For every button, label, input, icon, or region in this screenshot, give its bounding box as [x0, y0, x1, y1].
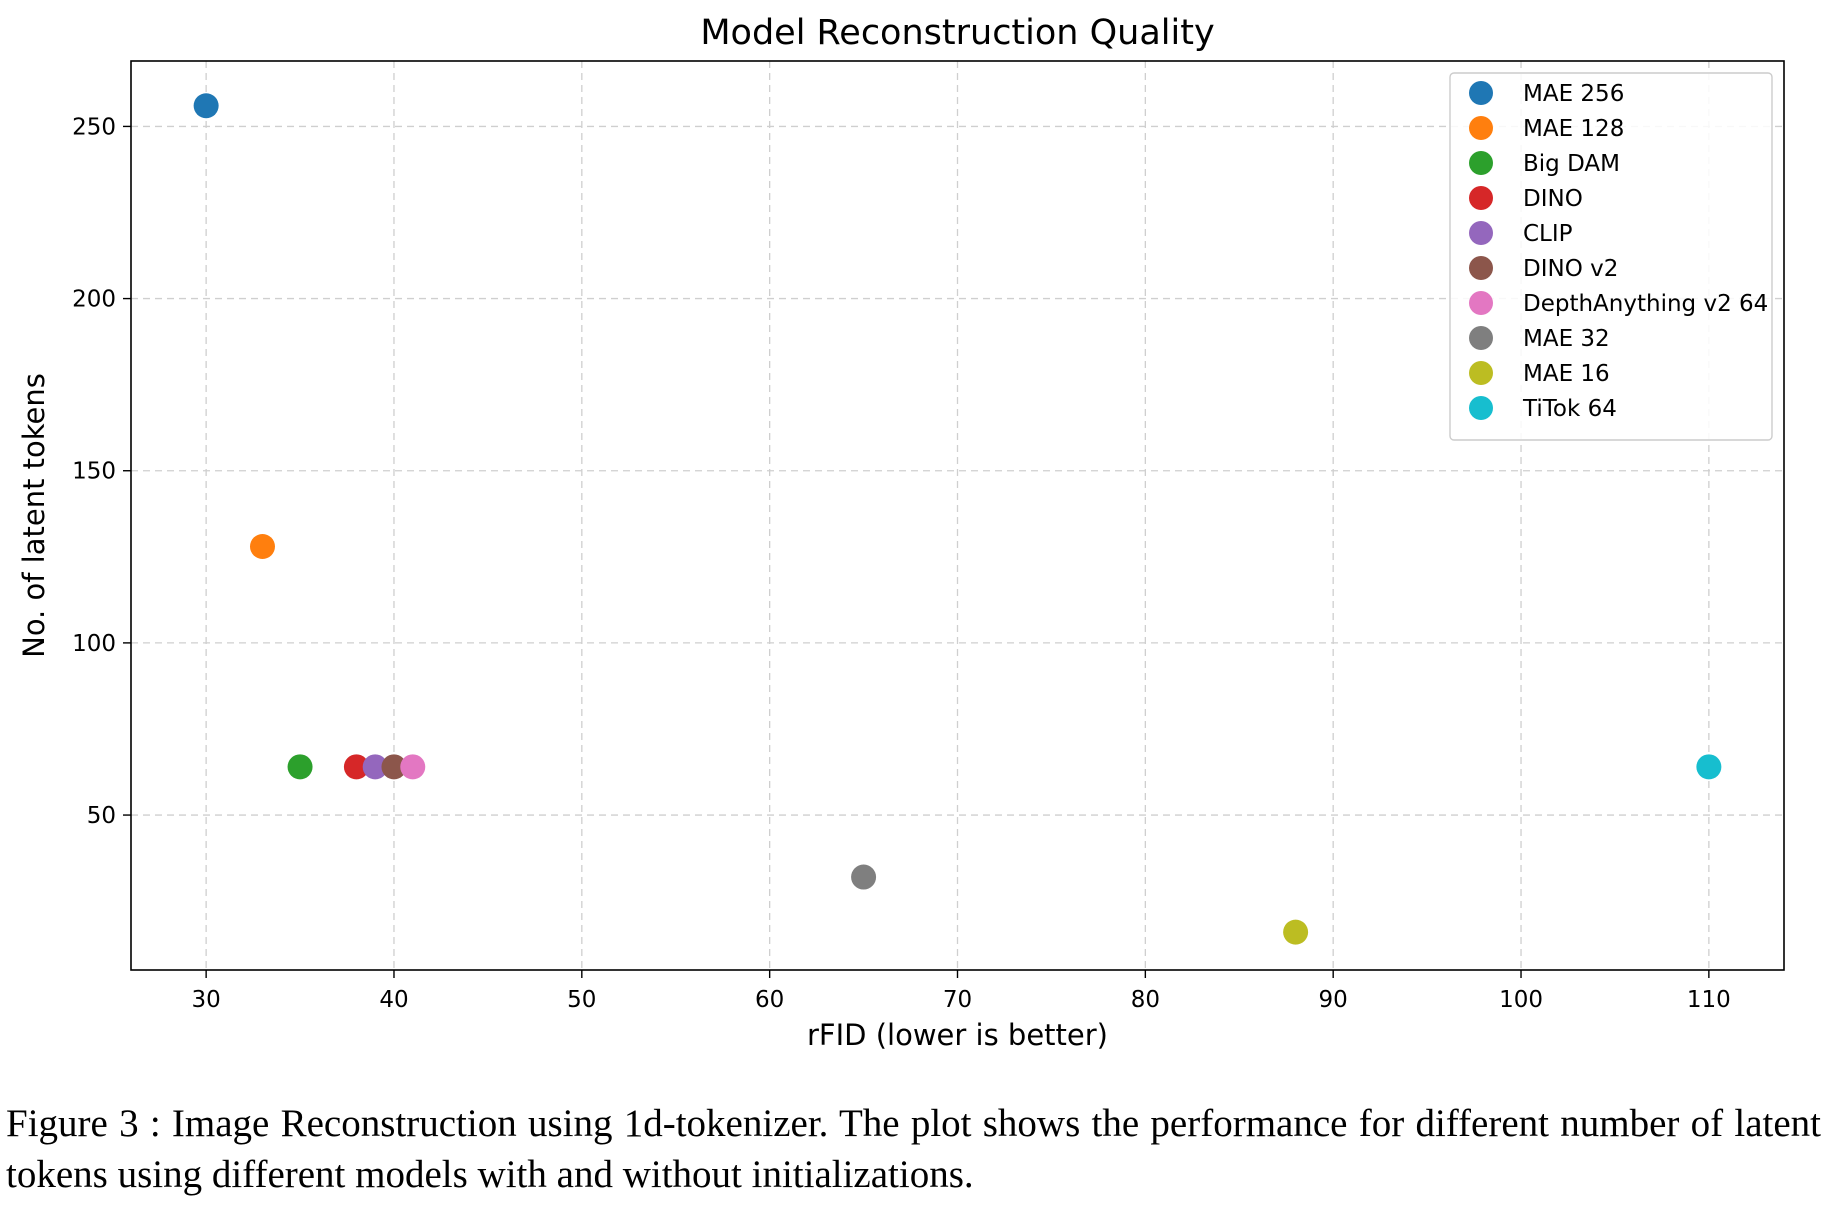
legend-marker — [1469, 291, 1493, 315]
grid — [131, 61, 1784, 970]
x-axis-label: rFID (lower is better) — [807, 1018, 1108, 1052]
y-tick-label: 250 — [72, 114, 116, 140]
legend-marker — [1469, 221, 1493, 245]
legend: MAE 256 MAE 128 Big DAM DINO CLIP DINO v2 Dept… — [1449, 72, 1773, 441]
x-tick-label: 100 — [1499, 987, 1543, 1013]
data-point — [1696, 754, 1722, 780]
legend-label: Big DAM — [1523, 151, 1620, 177]
data-points — [193, 93, 1722, 945]
x-tick-label: 50 — [567, 987, 596, 1013]
data-point — [193, 93, 219, 119]
plot-frame — [130, 60, 1785, 971]
data-point — [381, 754, 407, 780]
legend-marker — [1469, 116, 1493, 140]
axis-ticks: 30 40 50 60 70 80 90 100 110 50 100 150 200 250 — [72, 114, 1731, 1013]
legend-label: MAE 128 — [1523, 116, 1624, 142]
x-tick-label: 30 — [191, 987, 220, 1013]
x-tick-label: 80 — [1131, 987, 1160, 1013]
data-point — [249, 533, 275, 559]
y-tick-label: 50 — [87, 803, 116, 829]
legend-label: MAE 16 — [1523, 361, 1610, 387]
legend-label: CLIP — [1523, 221, 1573, 247]
legend-marker — [1469, 396, 1493, 420]
y-tick-label: 200 — [72, 287, 116, 313]
y-tick-label: 150 — [72, 459, 116, 485]
legend-marker — [1469, 256, 1493, 280]
chart-title: Model Reconstruction Quality — [700, 13, 1214, 53]
x-tick-label: 90 — [1319, 987, 1348, 1013]
legend-label: DINO v2 — [1523, 256, 1618, 282]
legend-label: DINO — [1523, 186, 1583, 212]
x-tick-label: 70 — [943, 987, 972, 1013]
x-tick-label: 110 — [1687, 987, 1731, 1013]
data-point — [1283, 919, 1309, 945]
figure-caption: Figure 3 : Image Reconstruction using 1d… — [6, 1102, 1821, 1196]
legend-label: MAE 256 — [1523, 81, 1624, 107]
scatter-plot: 30 40 50 60 70 80 90 100 110 50 100 150 200 250 Model… — [17, 13, 1785, 1052]
legend-marker — [1469, 81, 1493, 105]
x-tick-label: 60 — [755, 987, 784, 1013]
legend-box — [1449, 72, 1773, 441]
legend-marker — [1469, 151, 1493, 175]
y-axis-label: No. of latent tokens — [17, 373, 51, 658]
legend-label: DepthAnything v2 64 — [1523, 291, 1768, 317]
data-point — [362, 754, 388, 780]
legend-marker — [1469, 186, 1493, 210]
x-tick-label: 40 — [379, 987, 408, 1013]
data-point — [851, 864, 877, 890]
y-tick-label: 100 — [72, 631, 116, 657]
legend-marker — [1469, 326, 1493, 350]
data-point — [287, 754, 313, 780]
legend-label: TiTok 64 — [1522, 396, 1617, 422]
legend-marker — [1469, 361, 1493, 385]
data-point — [400, 754, 426, 780]
data-point — [343, 754, 369, 780]
legend-label: MAE 32 — [1523, 326, 1610, 352]
